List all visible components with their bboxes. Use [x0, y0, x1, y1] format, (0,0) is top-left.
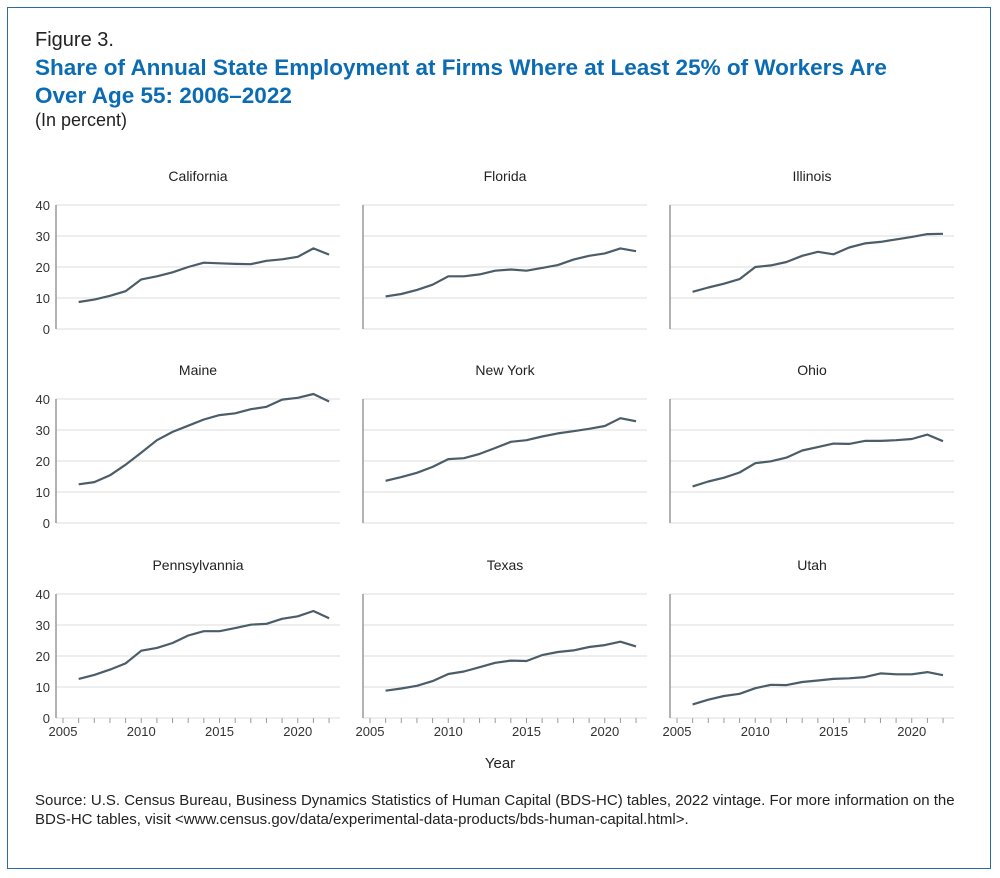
y-tick-label: 40: [36, 587, 50, 602]
series-line-maine: [78, 392, 330, 486]
chart-subtitle: (In percent): [35, 110, 128, 130]
y-tick-label: 0: [43, 322, 50, 337]
panel-title: New York: [475, 362, 535, 378]
y-tick-label: 10: [36, 485, 50, 500]
y-tick-label: 30: [36, 229, 50, 244]
x-tick-label: 2015: [512, 724, 541, 739]
panel-title: Pennsylvannia: [152, 557, 243, 573]
series-line-new-york: [385, 417, 637, 482]
y-tick-label: 20: [36, 454, 50, 469]
x-tick-label: 2020: [590, 724, 619, 739]
series-line-california: [78, 247, 330, 304]
panel-title: Texas: [487, 557, 524, 573]
panel-title: Ohio: [797, 362, 827, 378]
x-tick-label: 2010: [127, 724, 156, 739]
x-tick-label: 2010: [741, 724, 770, 739]
y-tick-label: 40: [36, 198, 50, 213]
x-tick-label: 2005: [49, 724, 78, 739]
x-tick-label: 2005: [663, 724, 692, 739]
y-tick-label: 20: [36, 260, 50, 275]
figure-frame: [7, 7, 991, 869]
series-line-texas: [385, 640, 637, 692]
y-tick-label: 0: [43, 516, 50, 531]
series-line-illinois: [692, 232, 944, 293]
y-tick-label: 30: [36, 618, 50, 633]
y-tick-label: 10: [36, 291, 50, 306]
panel-title: Maine: [179, 362, 217, 378]
x-tick-label: 2020: [283, 724, 312, 739]
panel-title: Illinois: [793, 168, 832, 184]
y-tick-label: 10: [36, 680, 50, 695]
x-tick-label: 2010: [434, 724, 463, 739]
x-tick-label: 2015: [205, 724, 234, 739]
series-line-florida: [385, 247, 637, 298]
y-tick-label: 30: [36, 423, 50, 438]
series-line-pennsylvannia: [78, 609, 330, 680]
x-tick-label: 2020: [897, 724, 926, 739]
source-note: Source: U.S. Census Bureau, Business Dyn…: [35, 792, 955, 828]
chart-title: Share of Annual State Employment at Firm…: [35, 55, 887, 108]
panel-title: California: [168, 168, 227, 184]
x-tick-label: 2015: [819, 724, 848, 739]
y-tick-label: 0: [43, 711, 50, 726]
y-tick-label: 40: [36, 392, 50, 407]
panel-title: Utah: [797, 557, 827, 573]
y-tick-label: 20: [36, 649, 50, 664]
x-tick-label: 2005: [356, 724, 385, 739]
series-line-utah: [692, 670, 944, 706]
series-line-ohio: [692, 433, 944, 488]
figure-label: Figure 3.: [35, 29, 114, 51]
panel-title: Florida: [484, 168, 527, 184]
x-axis-label: Year: [485, 755, 515, 772]
